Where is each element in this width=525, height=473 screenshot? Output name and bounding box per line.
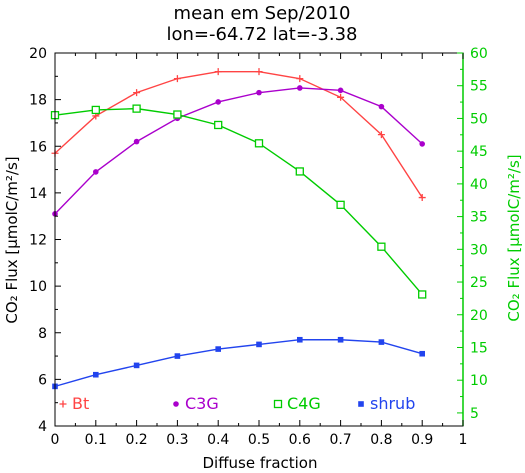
x-tick-label: 0.9 [411,432,433,448]
data-point-c3g [297,85,303,91]
legend-label-c4g: C4G [287,394,321,413]
data-point-c3g [133,138,140,145]
y-left-tick-label: 18 [29,93,47,109]
legend-label-c3g: C3G [185,394,219,413]
series-line-shrub [54,339,423,388]
data-point-bt [133,89,141,97]
series-line-c4g [54,107,423,295]
data-point-bt [296,75,304,83]
data-point-shrub [215,346,221,352]
data-point-bt [337,93,345,101]
y-right-tick-label: 20 [470,308,488,324]
series-c3g [52,85,426,217]
data-point-bt [255,68,263,76]
y-right-tick-label: 25 [470,275,488,291]
data-point-c3g [256,89,262,96]
x-tick-label: 0.2 [125,432,147,448]
x-axis-label: Diffuse fraction [203,454,318,472]
y-right-tick-label: 5 [470,406,479,422]
y-left-tick-label: 10 [29,279,47,295]
series-layer [50,68,427,390]
x-tick-label: 0.1 [85,432,107,448]
x-axis-ticks: 0 0.1 0.2 0.3 0.4 0.5 0.6 0.7 0.8 0.9 1 [51,53,468,448]
x-tick-label: 0.8 [370,432,392,448]
data-point-shrub [174,353,181,359]
y-right-tick-label: 10 [470,373,488,389]
data-point-shrub [337,336,344,343]
x-tick-label: 0.4 [207,432,229,448]
y-left-tick-label: 12 [29,233,47,249]
y-right-tick-label: 45 [470,144,488,160]
chart-title-line1: mean em Sep/2010 [174,3,351,24]
data-point-bt [214,68,222,76]
x-tick-label: 0.5 [248,432,270,448]
legend-label-bt: Bt [72,394,89,413]
y-left-tick-label: 14 [29,186,47,202]
data-point-shrub [419,350,425,357]
data-point-shrub [256,341,262,348]
left-axis-ticks: 4 6 8 10 12 14 16 18 20 [29,46,61,435]
x-tick-label: 1 [459,432,468,448]
data-point-bt [173,75,181,83]
legend-label-shrub: shrub [370,394,415,413]
x-tick-label: 0.7 [329,432,351,448]
y-left-tick-label: 6 [38,372,47,388]
y-right-tick-label: 55 [470,79,488,95]
data-point-c4g [254,139,264,148]
data-point-c4g [132,104,141,113]
series-line-bt [54,70,423,198]
legend-marker-bt [59,400,67,408]
series-bt [51,68,426,202]
y-right-tick-label: 30 [470,242,488,258]
legend-marker-shrub [358,401,364,407]
y-right-tick-label: 50 [470,111,488,127]
legend-item-bt: Bt [59,394,89,413]
legend-item-c3g: C3G [173,394,219,413]
series-shrub [52,336,425,390]
series-c4g [50,104,427,299]
data-point-c4g [418,290,427,299]
right-axis-ticks: 5 10 15 20 25 30 35 40 45 50 55 60 [457,46,488,422]
data-point-bt [377,131,385,139]
legend-item-c4g: C4G [273,394,321,413]
data-point-shrub [93,371,99,378]
y-left-tick-label: 4 [38,419,47,435]
y-right-tick-label: 60 [470,46,488,62]
data-point-c3g [419,141,426,147]
data-point-shrub [297,336,303,343]
x-tick-label: 0.6 [289,432,311,448]
data-point-shrub [378,339,385,345]
y-right-tick-label: 35 [470,210,488,226]
legend-item-shrub: shrub [358,394,415,413]
data-point-bt [418,194,426,202]
data-point-c4g [214,120,223,130]
data-point-c3g [215,99,221,105]
y-left-tick-label: 20 [29,46,47,62]
x-tick-label: 0.3 [166,432,188,448]
data-point-c3g [337,87,344,94]
y-left-tick-label: 8 [38,326,47,342]
y-right-tick-label: 15 [470,340,488,356]
data-point-c3g [93,169,99,175]
y-left-tick-label: 16 [29,139,47,155]
chart-title-line2: lon=-64.72 lat=-3.38 [167,24,358,45]
legend-marker-c3g [173,401,179,407]
y-axis-label-left: CO₂ Flux [μmolC/m²/s] [3,156,21,323]
data-point-c4g [377,242,386,251]
x-tick-label: 0 [51,432,60,448]
data-point-c4g [336,200,345,209]
data-point-c3g [378,103,385,110]
legend: Bt C3G C4G shrub [59,394,415,413]
y-right-tick-label: 40 [470,177,488,193]
data-point-shrub [133,362,140,369]
data-point-c4g [91,105,100,115]
data-point-c4g [295,167,304,176]
data-point-c4g [173,110,182,119]
legend-marker-c4g [273,399,283,409]
series-line-c3g [54,87,423,215]
y-axis-label-right: CO₂ Flux [μmolC/m²/s] [505,154,523,321]
